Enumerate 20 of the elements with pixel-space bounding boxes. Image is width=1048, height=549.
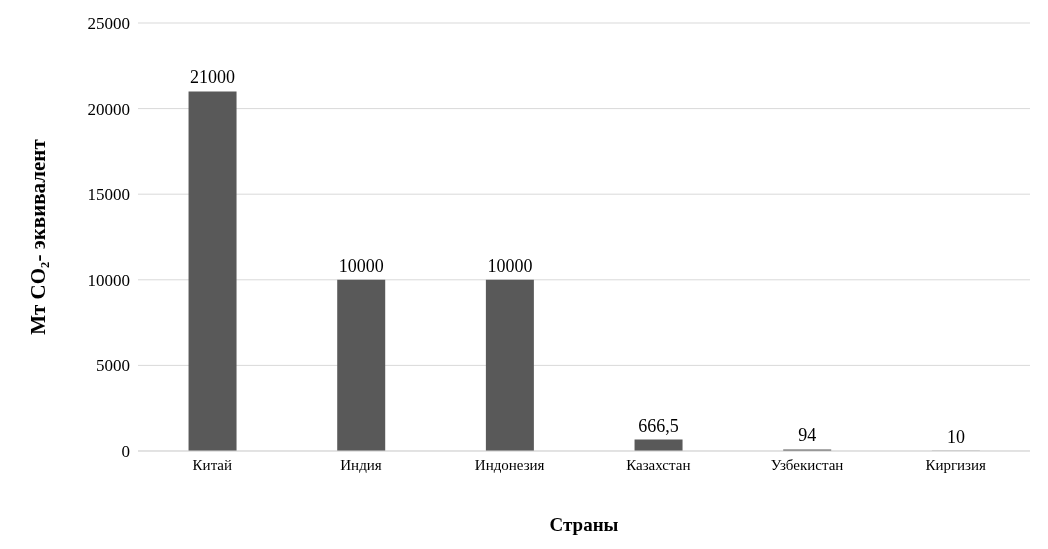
- data-label: 10000: [487, 255, 533, 276]
- y-axis-title: Мт CO₂- эквивалент: [26, 138, 51, 335]
- x-tick-label: Индия: [340, 456, 382, 473]
- x-tick-label: Китай: [192, 456, 233, 473]
- data-label: 666,5: [638, 415, 679, 436]
- x-tick-label: Узбекистан: [770, 456, 844, 473]
- x-tick-label: Киргизия: [925, 456, 987, 473]
- y-tick-label: 15000: [87, 185, 130, 205]
- y-tick-label: 0: [121, 442, 130, 462]
- y-tick-label: 20000: [87, 99, 130, 119]
- x-axis-title: Страны: [549, 514, 619, 535]
- data-label: 10: [946, 426, 965, 447]
- y-tick-label: 25000: [87, 14, 130, 34]
- y-tick-label: 10000: [87, 270, 130, 290]
- y-tick-label: 5000: [96, 356, 130, 376]
- data-label: 10000: [338, 255, 384, 276]
- x-tick-label: Индонезия: [474, 456, 545, 473]
- data-label: 94: [798, 425, 817, 446]
- x-tick-label: Казахстан: [626, 456, 691, 473]
- data-label: 21000: [190, 67, 236, 88]
